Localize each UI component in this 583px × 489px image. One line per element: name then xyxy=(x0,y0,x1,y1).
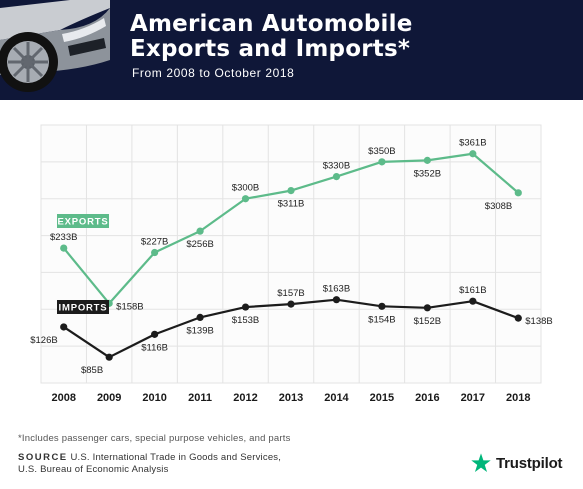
x-tick-label: 2016 xyxy=(415,392,439,404)
data-point-imports xyxy=(105,353,113,361)
data-point-imports xyxy=(514,314,522,322)
data-point-imports xyxy=(241,303,250,311)
series-tag-bg xyxy=(57,300,109,314)
data-point-exports xyxy=(60,244,68,252)
trustpilot-logo: Trustpilot xyxy=(470,452,563,474)
data-point-exports xyxy=(287,187,295,195)
source-line-2: U.S. Bureau of Economic Analysis xyxy=(18,464,169,475)
data-point-exports xyxy=(196,227,204,235)
star-icon xyxy=(471,453,491,472)
data-label: $138B xyxy=(525,316,552,327)
data-point-imports xyxy=(151,330,159,338)
line-chart: $233B $158B $227B $256B $300B $311B $330B $350B… xyxy=(30,124,553,404)
data-label: $154B xyxy=(368,314,395,325)
data-point-exports xyxy=(241,195,250,203)
data-point-imports xyxy=(332,296,341,304)
series-name: IMPORTS xyxy=(59,303,108,314)
data-label: $158B xyxy=(116,301,143,312)
x-tick-label: 2015 xyxy=(370,392,394,404)
x-tick-label: 2018 xyxy=(506,392,530,404)
data-label: $227B xyxy=(141,237,168,248)
data-point-imports xyxy=(378,302,386,310)
chart-area: $233B $158B $227B $256B $300B $311B $330B $350B… xyxy=(0,100,583,430)
data-point-imports xyxy=(196,313,204,321)
page-subtitle: From 2008 to October 2018 xyxy=(132,66,295,80)
data-point-imports xyxy=(287,300,295,308)
car-icon xyxy=(0,0,110,92)
x-tick-label: 2014 xyxy=(324,392,349,404)
data-label: $116B xyxy=(141,342,168,353)
series-tag-imports: IMPORTS xyxy=(57,300,109,314)
source-label: SOURCE xyxy=(18,452,68,463)
data-label: $157B xyxy=(277,288,304,299)
data-point-imports xyxy=(469,297,477,305)
series-name: EXPORTS xyxy=(58,217,109,228)
x-tick-label: 2008 xyxy=(51,392,75,404)
x-tick-label: 2012 xyxy=(233,392,257,404)
source-note: SOURCE U.S. International Trade in Goods… xyxy=(18,452,281,476)
data-point-exports xyxy=(423,156,431,164)
series-tag-exports: EXPORTS xyxy=(57,214,109,228)
series-tag-bg xyxy=(57,214,109,228)
x-tick-label: 2010 xyxy=(142,392,166,404)
data-point-exports xyxy=(469,150,477,158)
data-point-exports xyxy=(151,248,159,257)
data-label: $352B xyxy=(414,168,441,179)
brand-name: Trustpilot xyxy=(496,454,563,472)
data-label: $361B xyxy=(459,138,486,149)
data-label: $256B xyxy=(186,239,213,250)
data-label: $85B xyxy=(81,365,103,376)
footnote: *Includes passenger cars, special purpos… xyxy=(18,433,291,444)
data-label: $153B xyxy=(232,315,259,326)
source-line-1: U.S. International Trade in Goods and Se… xyxy=(67,452,282,463)
plot-frame xyxy=(40,124,542,384)
data-label: $300B xyxy=(232,183,259,194)
data-label: $139B xyxy=(186,325,213,336)
header-banner: American Automobile Exports and Imports*… xyxy=(0,0,583,100)
x-tick-label: 2009 xyxy=(97,392,121,404)
data-label: $350B xyxy=(368,146,395,157)
x-tick-label: 2011 xyxy=(188,392,212,404)
x-tick-label: 2013 xyxy=(279,392,303,404)
data-point-imports xyxy=(60,323,68,331)
data-point-exports xyxy=(332,173,341,181)
data-label: $152B xyxy=(414,316,441,327)
data-label: $330B xyxy=(323,161,350,172)
page-title: American Automobile Exports and Imports* xyxy=(130,11,413,62)
data-label: $233B xyxy=(50,232,77,243)
x-tick-label: 2017 xyxy=(461,392,485,404)
data-label: $308B xyxy=(485,201,512,212)
data-label: $161B xyxy=(459,285,486,296)
data-label: $311B xyxy=(278,199,305,210)
data-label: $163B xyxy=(323,284,350,295)
data-label: $126B xyxy=(30,335,57,346)
data-point-imports xyxy=(423,304,431,312)
data-point-exports xyxy=(514,189,522,197)
data-point-exports xyxy=(378,158,386,166)
